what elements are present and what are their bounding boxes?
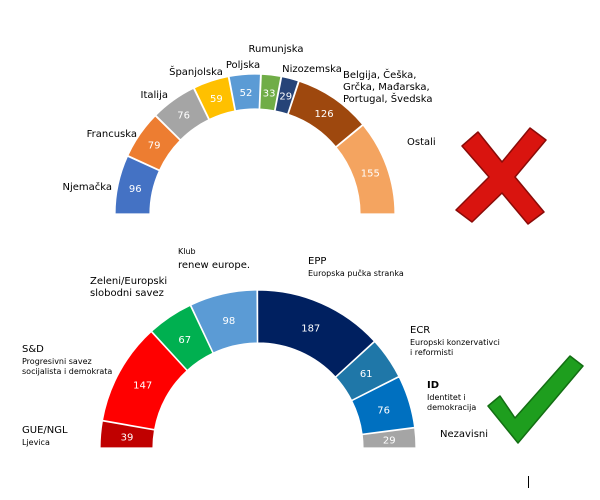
- segment-belgija-ceska-grcka-ma-arska-portugal-sv: [287, 80, 364, 148]
- segment-nezavisni: [361, 427, 417, 449]
- country-label-rumunjska: Rumunjska: [249, 44, 304, 55]
- value-label-gue-ngl: 39: [121, 433, 134, 444]
- group-sublabel-id-line-2: demokracija: [427, 403, 476, 412]
- value-label-s-d: 147: [133, 381, 152, 392]
- country-label-belgija-ceska-grcka-ma-arska-p-line-2: Grčka, Mađarska,: [343, 81, 430, 93]
- value-label-epp: 187: [301, 324, 320, 335]
- group-label-ecr: ECR: [410, 325, 430, 336]
- value-label-renew-europe: 98: [223, 316, 236, 327]
- country-label-francuska: Francuska: [87, 129, 137, 140]
- group-label-renew: renew europe.: [178, 260, 250, 271]
- value-label-id: 76: [377, 405, 390, 416]
- value-label-ostali: 155: [361, 169, 380, 180]
- value-label-njemacka: 96: [129, 184, 142, 195]
- country-label-poljska: Poljska: [226, 60, 260, 71]
- value-label-rumunjska: 33: [263, 88, 276, 99]
- group-sublabel-s-d-line-1: Progresivni savez: [22, 357, 92, 366]
- cross-shape: [455, 127, 547, 225]
- group-label-zeleni-efa-line-2: slobodni savez: [90, 288, 164, 299]
- group-label-id: ID: [427, 380, 439, 391]
- value-label-spanjolska: 59: [210, 94, 223, 105]
- value-label-francuska: 79: [148, 140, 161, 151]
- country-label-ostali: Ostali: [407, 137, 436, 148]
- text-cursor: [528, 476, 529, 488]
- group-sublabel-epp: Europska pučka stranka: [308, 268, 404, 278]
- value-label-poljska: 52: [240, 88, 253, 99]
- country-label-njemacka: Njemačka: [62, 181, 112, 193]
- value-label-zeleni-europski-slobodni-savez: 67: [178, 335, 191, 346]
- group-label-s-d: S&D: [22, 344, 44, 355]
- red-cross-icon: [455, 127, 547, 225]
- green-check-icon: [487, 355, 584, 444]
- value-label-italija: 76: [177, 110, 190, 121]
- country-seat-chart: 96 79 76 59 52 33 29 126 155 Njemačka Francuska Ita…: [62, 44, 436, 215]
- value-label-nizozemska: 29: [279, 91, 292, 102]
- group-label-zeleni-efa-line-1: Zeleni/Europski: [90, 276, 167, 287]
- country-label-nizozemska: Nizozemska: [282, 64, 342, 75]
- country-label-spanjolska: Španjolska: [169, 65, 223, 78]
- group-sublabel-ecr-line-1: Europski konzervativci: [410, 338, 500, 347]
- segment-ostali: [335, 124, 396, 215]
- group-sublabel-renew: Klub: [178, 247, 196, 256]
- country-label-belgija-ceska-grcka-ma-arska-p-line-3: Portugal, Švedska: [343, 92, 433, 105]
- value-label-ecr: 61: [360, 369, 373, 380]
- group-label-epp: EPP: [308, 256, 326, 267]
- value-label-belgija-ceska-grcka-ma-arska-portugal-sv: 126: [315, 109, 334, 120]
- group-label-gue-ngl: GUE/NGL: [22, 425, 68, 436]
- group-label-nezavisni: Nezavisni: [440, 429, 488, 440]
- value-label-nezavisni: 29: [383, 435, 396, 446]
- group-sublabel-s-d-line-2: socijalista i demokrata: [22, 367, 112, 376]
- political-group-seat-chart: 39 147 67 98 187 61 76 29 GUE/NGL Ljevica S&D Progr…: [22, 247, 500, 449]
- group-sublabel-gue-ngl: Ljevica: [22, 438, 50, 447]
- group-sublabel-ecr-line-2: i reformisti: [410, 348, 453, 357]
- group-sublabel-id-line-1: Identitet i: [427, 393, 466, 402]
- segment-njemacka: [114, 155, 161, 215]
- country-label-belgija-ceska-grcka-ma-arska-p-line-1: Belgija, Češka,: [343, 68, 416, 81]
- country-label-italija: Italija: [141, 90, 168, 101]
- check-shape: [487, 355, 584, 444]
